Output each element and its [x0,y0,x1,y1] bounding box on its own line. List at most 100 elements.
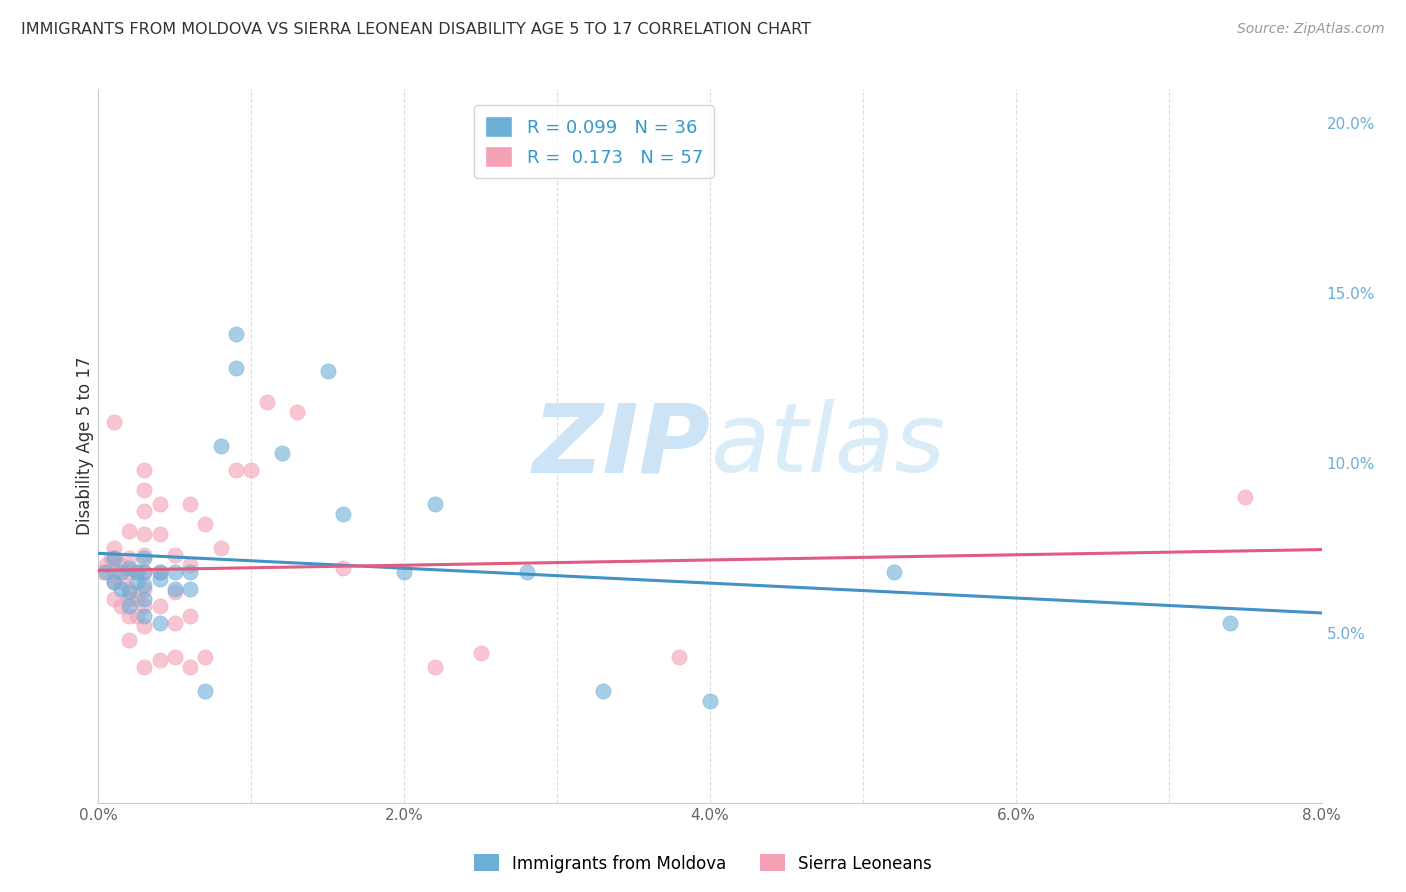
Point [592,683,614,698]
Point [110,599,132,613]
Point [100,551,122,566]
Point [332,507,354,521]
Point [118,585,141,599]
Point [118,551,141,566]
Point [103,565,125,579]
Point [209,541,232,555]
Point [103,551,125,566]
Point [149,572,172,586]
Point [125,591,148,606]
Legend: R = 0.099   N = 36, R =  0.173   N = 57: R = 0.099 N = 36, R = 0.173 N = 57 [474,105,714,178]
Point [179,660,201,674]
Point [163,565,186,579]
Point [179,582,201,596]
Point [392,565,416,579]
Point [1219,615,1241,630]
Point [103,415,125,429]
Point [118,561,141,575]
Point [225,360,247,375]
Point [134,591,156,606]
Point [1234,490,1257,504]
Point [134,660,156,674]
Point [134,608,156,623]
Point [110,565,132,579]
Point [516,565,538,579]
Point [163,615,186,630]
Point [134,551,156,566]
Point [194,649,217,664]
Point [103,591,125,606]
Point [240,463,263,477]
Point [118,599,141,613]
Point [134,619,156,633]
Point [225,463,247,477]
Point [134,548,156,562]
Point [179,608,201,623]
Point [163,649,186,664]
Point [149,615,172,630]
Text: ZIP: ZIP [531,400,710,492]
Point [118,591,141,606]
Point [163,582,186,596]
Point [209,439,232,453]
Point [699,694,721,708]
Text: atlas: atlas [710,400,945,492]
Point [179,565,201,579]
Point [179,558,201,572]
Point [225,326,247,341]
Point [94,565,117,579]
Point [118,582,141,596]
Point [163,548,186,562]
Point [256,394,278,409]
Point [179,497,201,511]
Point [668,649,690,664]
Text: IMMIGRANTS FROM MOLDOVA VS SIERRA LEONEAN DISABILITY AGE 5 TO 17 CORRELATION CHA: IMMIGRANTS FROM MOLDOVA VS SIERRA LEONEA… [21,22,811,37]
Point [103,574,125,589]
Point [125,565,148,579]
Point [285,405,308,419]
Point [149,599,172,613]
Point [134,565,156,579]
Point [125,574,148,589]
Point [149,653,172,667]
Point [103,541,125,555]
Point [470,646,492,660]
Y-axis label: Disability Age 5 to 17: Disability Age 5 to 17 [76,357,94,535]
Point [103,574,125,589]
Point [125,565,148,579]
Point [110,558,132,572]
Point [149,565,172,579]
Point [149,527,172,541]
Point [332,561,354,575]
Point [134,565,156,579]
Point [118,524,141,538]
Point [110,582,132,596]
Point [134,582,156,596]
Point [134,527,156,541]
Point [134,599,156,613]
Point [883,565,905,579]
Point [110,574,132,589]
Point [194,683,217,698]
Point [118,608,141,623]
Text: Source: ZipAtlas.com: Source: ZipAtlas.com [1237,22,1385,37]
Point [134,578,156,592]
Point [149,497,172,511]
Point [423,497,446,511]
Point [91,565,114,579]
Point [125,608,148,623]
Point [94,558,117,572]
Point [270,446,294,460]
Point [134,483,156,498]
Point [118,565,141,579]
Point [134,463,156,477]
Legend: Immigrants from Moldova, Sierra Leoneans: Immigrants from Moldova, Sierra Leoneans [467,847,939,880]
Point [134,503,156,517]
Point [149,565,172,579]
Point [194,517,217,532]
Point [163,585,186,599]
Point [423,660,446,674]
Point [118,632,141,647]
Point [316,364,339,378]
Point [103,551,125,566]
